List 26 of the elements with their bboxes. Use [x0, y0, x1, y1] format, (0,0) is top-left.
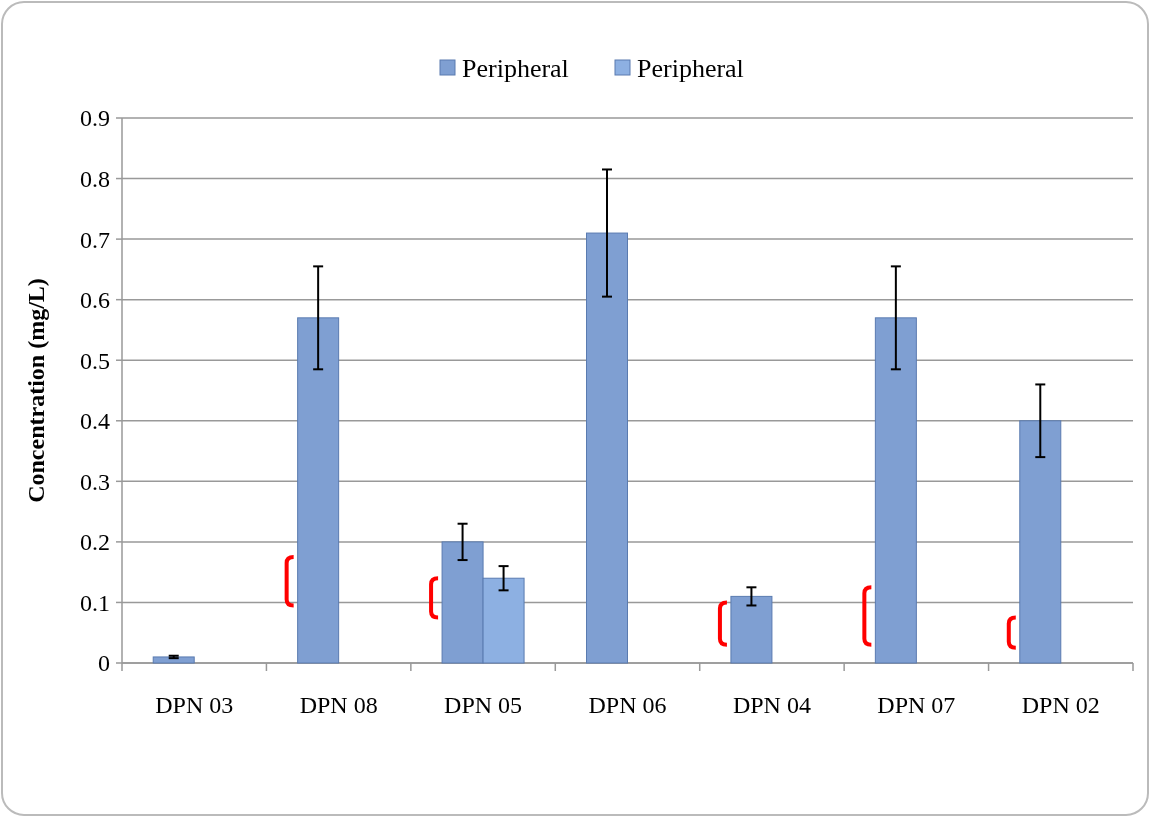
bar [297, 317, 340, 664]
y-tick-label: 0 [98, 650, 110, 677]
y-tick-label: 0.6 [80, 287, 110, 314]
x-tick-label: DPN 07 [877, 692, 956, 718]
x-tick-label: DPN 04 [732, 692, 811, 718]
y-axis-title: Concentration (mg/L) [23, 278, 49, 503]
bar [1019, 420, 1062, 664]
legend-label: Peripheral [637, 54, 744, 84]
x-tick-label: DPN 03 [155, 692, 234, 718]
bar [730, 595, 773, 664]
bar [152, 656, 195, 664]
y-tick-label: 0.3 [80, 468, 110, 495]
y-tick-label: 0.4 [80, 408, 110, 435]
legend-label: Peripheral [462, 54, 569, 84]
y-tick-label: 0.1 [80, 589, 110, 616]
x-tick-label: DPN 05 [444, 692, 523, 718]
x-tick-label: DPN 06 [588, 692, 667, 718]
y-tick-label: 0.7 [80, 226, 110, 253]
y-tick-label: 0.8 [80, 165, 110, 192]
bar [586, 232, 628, 664]
y-tick-label: 0.2 [80, 529, 110, 556]
y-tick-label: 0.9 [80, 105, 110, 132]
x-tick-label: DPN 08 [299, 692, 378, 718]
x-tick-label: DPN 02 [1021, 692, 1100, 718]
bar [874, 317, 917, 664]
y-tick-label: 0.5 [80, 347, 110, 374]
